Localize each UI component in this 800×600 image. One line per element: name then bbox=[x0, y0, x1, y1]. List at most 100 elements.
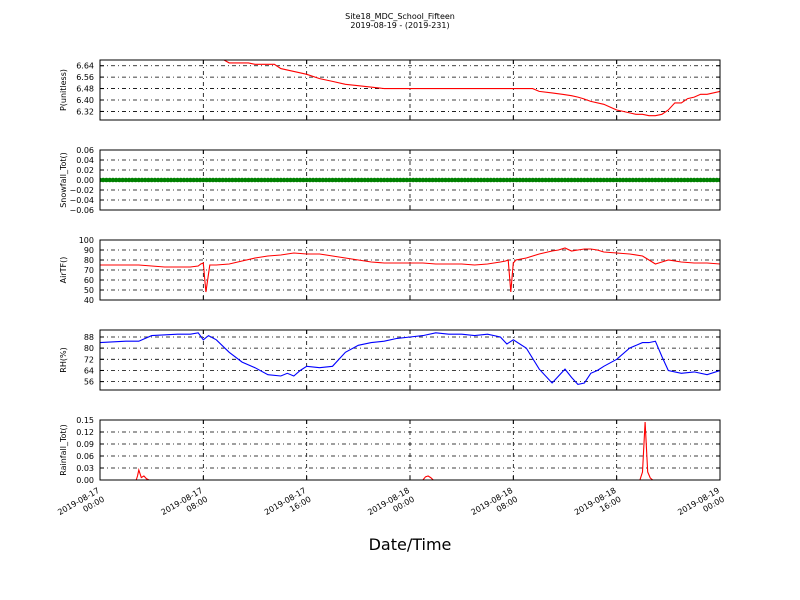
snow-point-66 bbox=[310, 177, 316, 183]
snow-point-9 bbox=[126, 177, 132, 183]
rain-ytick-label-1: 0.03 bbox=[76, 464, 94, 473]
snow-point-165 bbox=[630, 177, 636, 183]
snow-point-164 bbox=[627, 177, 632, 183]
snow-point-89 bbox=[385, 177, 390, 183]
snow-point-44 bbox=[239, 177, 245, 183]
p-axes-frame bbox=[99, 59, 721, 121]
snow-point-21 bbox=[165, 177, 171, 183]
x-tick-label-4: 2019-08-1808:00 bbox=[470, 486, 520, 526]
rain-y-axis-label: Rainfall_Tot() bbox=[59, 424, 68, 476]
snow-point-7 bbox=[120, 177, 125, 183]
snow-point-172 bbox=[653, 177, 658, 183]
snow-ytick-label-0: −0.06 bbox=[69, 206, 94, 215]
snow-point-54 bbox=[272, 177, 277, 183]
snow-point-149 bbox=[578, 177, 584, 183]
snow-point-97 bbox=[410, 177, 416, 183]
snow-point-112 bbox=[459, 177, 464, 183]
snow-point-71 bbox=[326, 177, 332, 183]
snow-point-151 bbox=[585, 177, 590, 183]
snow-point-160 bbox=[614, 177, 619, 183]
snow-point-175 bbox=[662, 177, 668, 183]
snow-point-163 bbox=[624, 177, 629, 183]
snow-point-145 bbox=[565, 177, 571, 183]
snow-point-183 bbox=[688, 177, 694, 183]
snow-point-137 bbox=[540, 177, 545, 183]
snow-point-41 bbox=[230, 177, 235, 183]
rain-axes-frame bbox=[99, 419, 721, 481]
snow-point-106 bbox=[439, 177, 445, 183]
snow-point-64 bbox=[304, 177, 309, 183]
snow-point-189 bbox=[708, 177, 713, 183]
snow-point-81 bbox=[359, 177, 364, 183]
snow-point-93 bbox=[398, 177, 403, 183]
snow-point-36 bbox=[213, 177, 219, 183]
air-ytick-label-0: 40 bbox=[84, 296, 94, 305]
snow-point-124 bbox=[498, 177, 503, 183]
snow-point-35 bbox=[210, 177, 216, 183]
snow-point-168 bbox=[640, 177, 645, 183]
snow-point-80 bbox=[356, 177, 361, 183]
snow-point-150 bbox=[582, 177, 587, 183]
snow-point-18 bbox=[155, 177, 161, 183]
snow-point-136 bbox=[536, 177, 542, 183]
snow-point-109 bbox=[449, 177, 455, 183]
snow-point-118 bbox=[478, 177, 484, 183]
snow-point-10 bbox=[129, 177, 135, 183]
snow-point-26 bbox=[181, 177, 187, 183]
snow-point-22 bbox=[168, 177, 174, 183]
rain-series-line bbox=[100, 421, 720, 480]
snow-point-128 bbox=[511, 177, 516, 183]
snow-point-5 bbox=[113, 177, 119, 183]
snow-point-17 bbox=[152, 177, 158, 183]
rain-ytick-label-4: 0.12 bbox=[76, 428, 94, 437]
p-ytick-label-1: 6.40 bbox=[76, 96, 94, 105]
snow-point-161 bbox=[617, 177, 623, 183]
rain-ytick-label-0: 0.00 bbox=[76, 476, 94, 485]
snow-point-56 bbox=[278, 177, 284, 183]
snow-point-50 bbox=[259, 177, 264, 183]
x-tick-label-5: 2019-08-1816:00 bbox=[573, 486, 623, 526]
snow-ytick-label-3: 0.00 bbox=[76, 176, 94, 185]
snow-point-8 bbox=[123, 177, 129, 183]
snow-point-188 bbox=[704, 177, 710, 183]
p-ytick-label-4: 6.64 bbox=[76, 62, 94, 71]
snow-point-184 bbox=[691, 177, 697, 183]
air-y-axis-label: AirTF() bbox=[59, 257, 68, 284]
snow-point-179 bbox=[675, 177, 681, 183]
rh-y-axis-label: RH(%) bbox=[59, 347, 68, 372]
snow-point-33 bbox=[204, 177, 209, 183]
snow-point-117 bbox=[475, 177, 481, 183]
air-ytick-label-1: 50 bbox=[84, 286, 94, 295]
snow-point-37 bbox=[217, 177, 222, 183]
snow-point-92 bbox=[394, 177, 400, 183]
snow-point-83 bbox=[365, 177, 371, 183]
snow-point-155 bbox=[598, 177, 603, 183]
snow-point-158 bbox=[607, 177, 613, 183]
snow-point-88 bbox=[381, 177, 387, 183]
air-ytick-label-6: 100 bbox=[79, 236, 94, 245]
snow-point-24 bbox=[175, 177, 180, 183]
snow-point-139 bbox=[546, 177, 552, 183]
snow-point-42 bbox=[233, 177, 238, 183]
snow-point-46 bbox=[246, 177, 251, 183]
snow-point-51 bbox=[262, 177, 267, 183]
snow-point-15 bbox=[146, 177, 151, 183]
snow-point-6 bbox=[117, 177, 122, 183]
snow-point-120 bbox=[485, 177, 490, 183]
snow-point-30 bbox=[194, 177, 200, 183]
snow-point-84 bbox=[368, 177, 374, 183]
air-ytick-label-4: 80 bbox=[84, 256, 94, 265]
snow-ytick-label-4: 0.02 bbox=[76, 166, 94, 175]
snow-point-34 bbox=[207, 177, 213, 183]
snow-point-156 bbox=[601, 177, 607, 183]
snow-point-170 bbox=[646, 177, 652, 183]
snow-point-110 bbox=[452, 177, 458, 183]
air-series-line bbox=[100, 247, 720, 293]
snow-point-82 bbox=[362, 177, 368, 183]
snow-point-185 bbox=[695, 177, 700, 183]
snow-point-154 bbox=[594, 177, 600, 183]
chart-title: Site18_MDC_School_Fifteen bbox=[345, 12, 455, 21]
snow-point-152 bbox=[588, 177, 594, 183]
snow-point-116 bbox=[472, 177, 477, 183]
snow-point-59 bbox=[288, 177, 293, 183]
